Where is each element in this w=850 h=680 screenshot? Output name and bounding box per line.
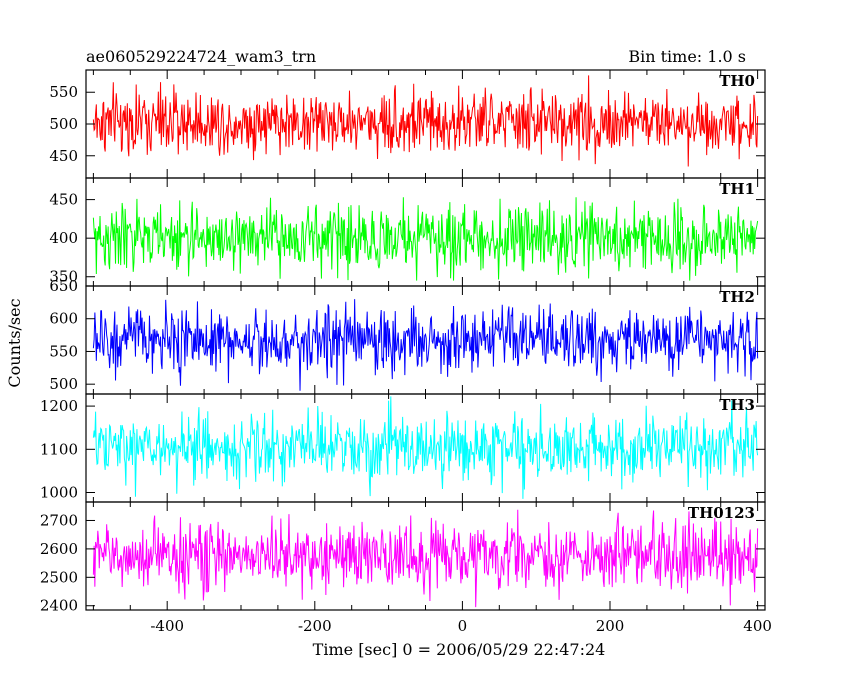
y-tick-label: 650 xyxy=(49,277,78,295)
y-tick-label: 400 xyxy=(49,229,78,247)
panel-th2: 500 550 600 650 TH2 xyxy=(49,277,766,395)
series-label-th2: TH2 xyxy=(719,288,755,306)
series-line-th0123 xyxy=(92,509,759,608)
series-label-th0123: TH0123 xyxy=(688,504,755,522)
panel-th1: 350 400 450 TH1 xyxy=(49,177,766,287)
y-tick-label: 2600 xyxy=(40,540,78,558)
y-tick-label: 1100 xyxy=(40,440,78,458)
panel-th3: 1000 1100 1200 TH3 xyxy=(40,393,766,503)
series-label-th3: TH3 xyxy=(719,396,755,414)
y-tick-label: 500 xyxy=(49,115,78,133)
y-tick-label: 2400 xyxy=(40,597,78,615)
y-tick-label: 2500 xyxy=(40,568,78,586)
y-tick-label: 500 xyxy=(49,375,78,393)
series-label-th1: TH1 xyxy=(719,180,755,198)
chart-title: ae060529224724_wam3_trn xyxy=(86,47,316,66)
y-tick-label: 550 xyxy=(49,83,78,101)
y-tick-label: 1200 xyxy=(40,397,78,415)
bin-time-label: Bin time: 1.0 s xyxy=(628,47,746,66)
panel-th0123: 2400 2500 2600 2700 TH0123 xyxy=(40,501,766,615)
series-line-th0 xyxy=(92,75,759,167)
y-tick-label: 1000 xyxy=(40,483,78,501)
y-tick-label: 350 xyxy=(49,268,78,286)
y-tick-label: 450 xyxy=(49,191,78,209)
x-tick-label: 200 xyxy=(596,617,625,635)
panel-th0: 450 500 550 TH0 xyxy=(49,69,766,179)
x-tick-label: 400 xyxy=(743,617,772,635)
y-tick-label: 450 xyxy=(49,147,78,165)
y-axis-label: Counts/sec xyxy=(5,298,24,387)
panel-frame xyxy=(85,501,766,611)
series-line-th2 xyxy=(92,299,759,391)
series-label-th0: TH0 xyxy=(719,72,755,90)
x-tick-label: 0 xyxy=(458,617,468,635)
series-line-th3 xyxy=(92,396,759,499)
y-tick-label: 2700 xyxy=(40,511,78,529)
x-tick-label: -400 xyxy=(150,617,184,635)
x-tick-label: -200 xyxy=(298,617,332,635)
series-line-th1 xyxy=(92,197,759,281)
y-tick-label: 550 xyxy=(49,342,78,360)
y-tick-label: 600 xyxy=(49,310,78,328)
x-axis-label: Time [sec] 0 = 2006/05/29 22:47:24 xyxy=(313,640,606,659)
